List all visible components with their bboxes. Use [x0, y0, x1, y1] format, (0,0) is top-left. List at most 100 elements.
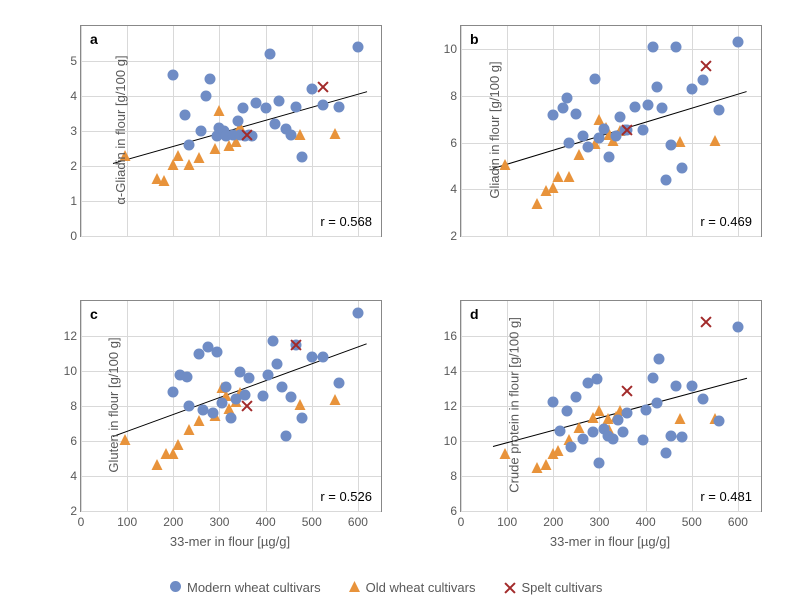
marker-circle	[276, 381, 287, 392]
grid-line-h	[81, 476, 381, 477]
y-tick-label: 10	[444, 42, 457, 56]
marker-circle	[226, 413, 237, 424]
marker-triangle	[552, 169, 563, 187]
marker-circle	[656, 102, 667, 113]
marker-circle	[686, 380, 697, 391]
y-tick-label: 6	[450, 136, 457, 150]
marker-circle	[318, 99, 329, 110]
x-tick-label: 600	[728, 515, 748, 529]
marker-circle	[603, 151, 614, 162]
marker-triangle	[214, 103, 225, 121]
panel-letter: b	[470, 31, 479, 47]
marker-circle	[698, 394, 709, 405]
marker-circle	[676, 163, 687, 174]
marker-circle	[265, 49, 276, 60]
grid-line-v	[461, 301, 462, 511]
y-tick-label: 8	[450, 89, 457, 103]
marker-circle	[587, 427, 598, 438]
panel-d: 68101214160100200300400500600dr = 0.481C…	[460, 300, 760, 510]
marker-circle	[594, 457, 605, 468]
x-axis-title: 33-mer in flour [µg/g]	[550, 534, 670, 549]
marker-triangle	[193, 413, 204, 431]
marker-triangle	[329, 392, 340, 410]
marker-circle	[652, 81, 663, 92]
grid-line-v	[173, 26, 174, 236]
panel-c: 246810120100200300400500600cr = 0.526Glu…	[80, 300, 380, 510]
marker-triangle	[295, 127, 306, 145]
marker-circle	[207, 408, 218, 419]
marker-cross	[290, 339, 302, 351]
marker-circle	[182, 372, 193, 383]
marker-circle	[237, 103, 248, 114]
grid-line-h	[461, 96, 761, 97]
grid-line-v	[173, 301, 174, 511]
marker-triangle	[564, 169, 575, 187]
marker-cross	[504, 582, 516, 594]
marker-circle	[666, 140, 677, 151]
marker-triangle	[193, 150, 204, 168]
marker-circle	[548, 396, 559, 407]
marker-circle	[642, 100, 653, 111]
marker-circle	[670, 380, 681, 391]
marker-circle	[714, 415, 725, 426]
grid-line-h	[81, 236, 381, 237]
marker-circle	[630, 101, 641, 112]
marker-circle	[200, 91, 211, 102]
grid-line-v	[358, 26, 359, 236]
grid-line-v	[358, 301, 359, 511]
marker-circle	[661, 448, 672, 459]
y-tick-label: 2	[70, 504, 77, 518]
marker-circle	[286, 392, 297, 403]
marker-circle	[562, 93, 573, 104]
marker-circle	[640, 404, 651, 415]
x-tick-label: 600	[348, 515, 368, 529]
y-tick-label: 2	[450, 229, 457, 243]
marker-circle	[555, 425, 566, 436]
marker-circle	[571, 108, 582, 119]
marker-circle	[286, 129, 297, 140]
y-tick-label: 6	[70, 434, 77, 448]
marker-circle	[565, 442, 576, 453]
marker-circle	[267, 336, 278, 347]
marker-circle	[168, 70, 179, 81]
marker-circle	[647, 42, 658, 53]
marker-triangle	[349, 580, 360, 595]
marker-circle	[732, 37, 743, 48]
marker-circle	[184, 401, 195, 412]
y-tick-label: 0	[70, 229, 77, 243]
grid-line-v	[507, 26, 508, 236]
marker-cross	[700, 60, 712, 72]
y-axis-title: Gluten in flour [g/100 g]	[106, 337, 121, 472]
y-tick-label: 2	[70, 159, 77, 173]
marker-circle	[676, 431, 687, 442]
legend: Modern wheat cultivarsOld wheat cultivar…	[170, 580, 602, 595]
y-tick-label: 5	[70, 54, 77, 68]
marker-circle	[205, 73, 216, 84]
r-label: r = 0.469	[700, 214, 752, 229]
x-tick-label: 200	[543, 515, 563, 529]
marker-circle	[318, 352, 329, 363]
marker-circle	[260, 103, 271, 114]
marker-circle	[290, 101, 301, 112]
marker-cross	[621, 124, 633, 136]
marker-circle	[714, 105, 725, 116]
grid-line-v	[312, 26, 313, 236]
legend-item: Modern wheat cultivars	[170, 580, 321, 595]
grid-line-v	[738, 26, 739, 236]
y-axis-title: Crude protein in flour [g/100 g]	[506, 317, 521, 493]
figure-root: 012345ar = 0.568α-Gliadin in flour [g/10…	[0, 0, 787, 612]
marker-circle	[244, 373, 255, 384]
grid-line-h	[461, 511, 761, 512]
marker-triangle	[159, 173, 170, 191]
marker-circle	[352, 42, 363, 53]
marker-cross	[317, 81, 329, 93]
marker-circle	[589, 73, 600, 84]
grid-line-h	[81, 371, 381, 372]
y-tick-label: 4	[70, 89, 77, 103]
legend-label: Spelt cultivars	[522, 580, 603, 595]
marker-triangle	[675, 411, 686, 429]
marker-circle	[272, 359, 283, 370]
x-tick-label: 300	[589, 515, 609, 529]
legend-marker	[349, 580, 360, 595]
r-label: r = 0.526	[320, 489, 372, 504]
